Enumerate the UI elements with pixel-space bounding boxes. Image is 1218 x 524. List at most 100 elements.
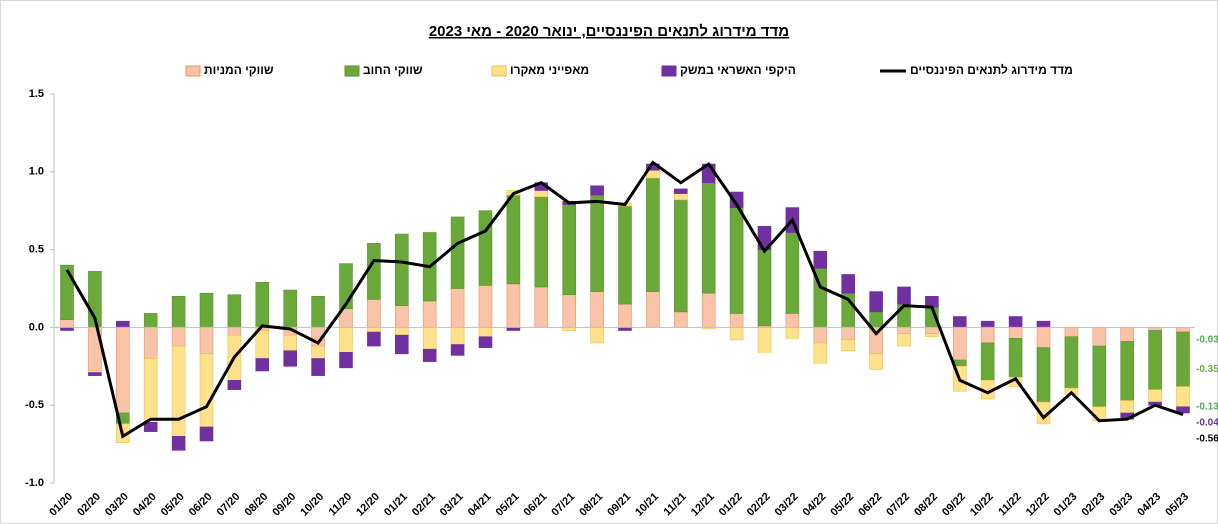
bar-segment	[227, 294, 242, 328]
bar-segment	[1176, 327, 1190, 333]
bar-segment	[199, 327, 214, 355]
bar-segment	[422, 327, 437, 350]
bar-segment	[897, 333, 911, 347]
bar-segment	[673, 311, 688, 328]
bar-segment	[367, 243, 381, 300]
bar-segment	[534, 196, 549, 288]
bar-segment	[283, 350, 298, 367]
bar-segment	[590, 327, 604, 344]
bar-segment	[785, 327, 800, 339]
y-tick-label: -0.5	[25, 399, 44, 411]
bar-segment	[1120, 341, 1134, 401]
legend-swatch	[185, 65, 201, 77]
bar-segment	[394, 305, 409, 328]
bar-segment	[394, 334, 409, 355]
data-label: -0.03	[1196, 334, 1218, 345]
bar-segment	[952, 316, 967, 328]
bar-segment	[590, 185, 604, 196]
legend-label: מאפייני מאקרו	[510, 63, 589, 77]
bar-segment	[171, 295, 186, 328]
bar-segment	[199, 426, 214, 442]
bar-segment	[311, 345, 325, 359]
bar-segment	[785, 232, 800, 314]
bar-segment	[534, 286, 549, 328]
bar-segment	[1036, 347, 1051, 403]
bar-segment	[367, 331, 381, 347]
bar-segment	[1120, 400, 1134, 414]
bar-segment	[813, 327, 828, 344]
bar-segment	[1008, 316, 1023, 328]
y-tick-label: 1.5	[29, 88, 44, 100]
bar-segment	[757, 327, 772, 353]
bar-segment	[171, 345, 186, 437]
bar-segment	[925, 327, 939, 334]
bar-segment	[311, 358, 325, 376]
bar-segment	[562, 294, 577, 328]
y-tick-label: 0.5	[29, 244, 44, 256]
bar-segment	[869, 291, 883, 313]
bar-segment	[841, 339, 856, 352]
bar-segment	[1120, 327, 1134, 342]
y-tick-label: -1.0	[25, 477, 44, 489]
index-line	[65, 160, 1184, 439]
bar-segment	[618, 303, 632, 328]
bar-segment	[394, 233, 409, 306]
bar-segment	[813, 250, 828, 269]
bar-segment	[255, 358, 270, 372]
bar-segment	[1008, 327, 1023, 339]
bar-segment	[729, 327, 744, 341]
bar-segment	[673, 188, 688, 194]
bar-segment	[1148, 330, 1162, 390]
bar-segment	[60, 264, 74, 320]
bar-segment	[1148, 389, 1162, 403]
data-label: -0.13	[1196, 401, 1218, 412]
legend-label: מדד מידרוג לתנאים הפיננסיים	[910, 63, 1073, 77]
bar-segment	[116, 320, 130, 328]
bar-segment	[729, 313, 744, 328]
bar-segment	[1176, 386, 1190, 408]
bar-segment	[478, 327, 493, 338]
legend-label: שווקי החוב	[363, 63, 423, 77]
bar-segment	[646, 291, 660, 328]
chart-title: מדד מידרוג לתנאים הפיננסיים, ינואר 2020 …	[429, 23, 789, 40]
bar-segment	[952, 327, 967, 361]
bar-segment	[450, 327, 465, 345]
bar-segment	[227, 380, 242, 390]
bar-segment	[729, 207, 744, 314]
bar-segment	[478, 336, 493, 348]
data-label: -0.56	[1196, 433, 1218, 444]
bar-segment	[841, 327, 856, 341]
bar-segment	[1036, 320, 1051, 328]
bar-segment	[701, 182, 716, 294]
bar-segment	[757, 249, 772, 327]
legend-swatch	[491, 65, 507, 77]
bar-segment	[897, 327, 911, 334]
bar-segment	[367, 327, 381, 333]
bar-segment	[1064, 336, 1079, 389]
bar-segment	[171, 436, 186, 451]
bar-segment	[450, 344, 465, 356]
bar-segment	[171, 327, 186, 347]
bar-segment	[143, 313, 158, 328]
bar-segment	[255, 330, 270, 359]
bar-segment	[116, 327, 130, 414]
bar-segment	[590, 194, 604, 292]
y-tick-label: 1.0	[29, 166, 44, 178]
bar-segment	[422, 300, 437, 328]
bar-segment	[646, 177, 660, 292]
bar-segment	[339, 327, 353, 353]
bar-segment	[478, 210, 493, 286]
bar-segment	[394, 327, 409, 336]
bar-segment	[925, 333, 939, 338]
bar-segment	[673, 193, 688, 201]
bar-segment	[813, 342, 828, 364]
bar-segment	[227, 327, 242, 336]
bar-segment	[869, 311, 883, 328]
bar-segment	[1176, 331, 1190, 387]
bar-segment	[339, 351, 353, 369]
bar-segment	[673, 199, 688, 313]
legend-swatch	[661, 65, 677, 77]
bar-segment	[785, 313, 800, 328]
legend-label: שווקי המניות	[204, 63, 274, 77]
